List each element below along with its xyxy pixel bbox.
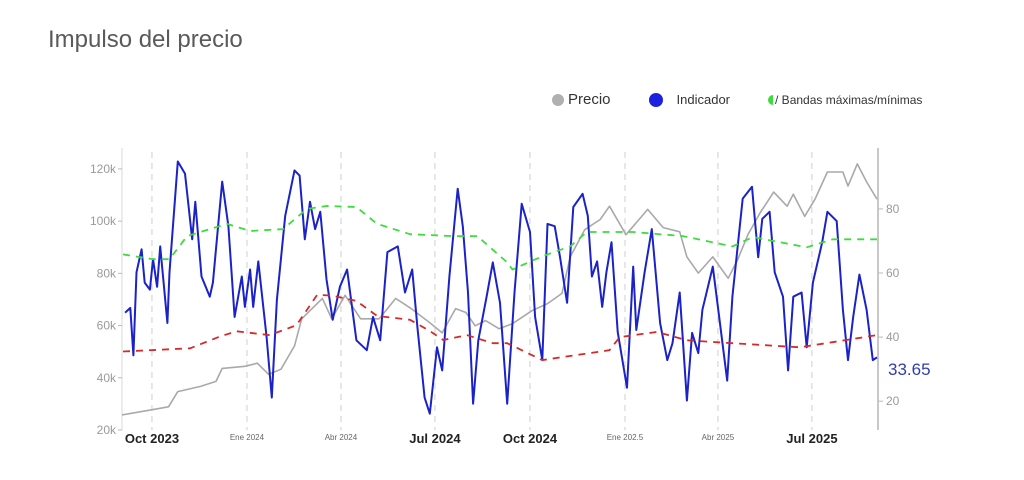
x-tick-label: Ene 2024 [230, 433, 265, 442]
lower-band-line [122, 293, 878, 361]
x-tick-label: Abr 2025 [702, 433, 735, 442]
x-tick-label: Abr 2024 [325, 433, 358, 442]
y-left-tick-label: 120k [90, 162, 117, 176]
chart-title: Impulso del precio [48, 26, 243, 53]
legend: Precio Indicador / Bandas máximas/mínima… [552, 91, 922, 108]
legend-label-price: Precio [568, 91, 611, 108]
y-left-tick-label: 20k [97, 423, 117, 437]
x-tick-label: Jul 2025 [786, 431, 837, 446]
x-tick-label: Jul 2024 [409, 431, 461, 446]
legend-label-indicator: Indicador [676, 92, 731, 107]
indicator-dot-icon [648, 92, 663, 107]
y-right-tick-label: 20 [886, 394, 900, 408]
price-line [121, 163, 878, 416]
legend-label-bands: / Bandas máximas/mínimas [775, 92, 923, 107]
upper-band-line [122, 205, 877, 271]
y-left-tick-label: 80k [97, 266, 117, 280]
x-tick-label: Oct 2024 [503, 431, 558, 446]
x-tick-label: Ene 202.5 [607, 433, 644, 442]
y-left-tick-label: 40k [97, 371, 117, 385]
legend-item-bands[interactable]: / Bandas máximas/mínimas [768, 93, 922, 107]
legend-item-price[interactable]: Precio [552, 91, 611, 108]
y-right-tick-label: 60 [886, 266, 900, 280]
y-right-tick-label: 80 [886, 202, 900, 216]
legend-item-indicator[interactable]: Indicador [648, 92, 731, 107]
y-left-tick-label: 100k [90, 214, 117, 228]
price-dot-icon [552, 93, 564, 106]
y-right-tick-label: 40 [886, 330, 900, 344]
last-value-label: 33.65 [888, 360, 931, 379]
band-half-dot-icon [768, 94, 774, 105]
indicator-line [124, 160, 878, 415]
x-tick-label: Oct 2023 [125, 431, 179, 446]
y-left-tick-label: 60k [97, 319, 117, 333]
